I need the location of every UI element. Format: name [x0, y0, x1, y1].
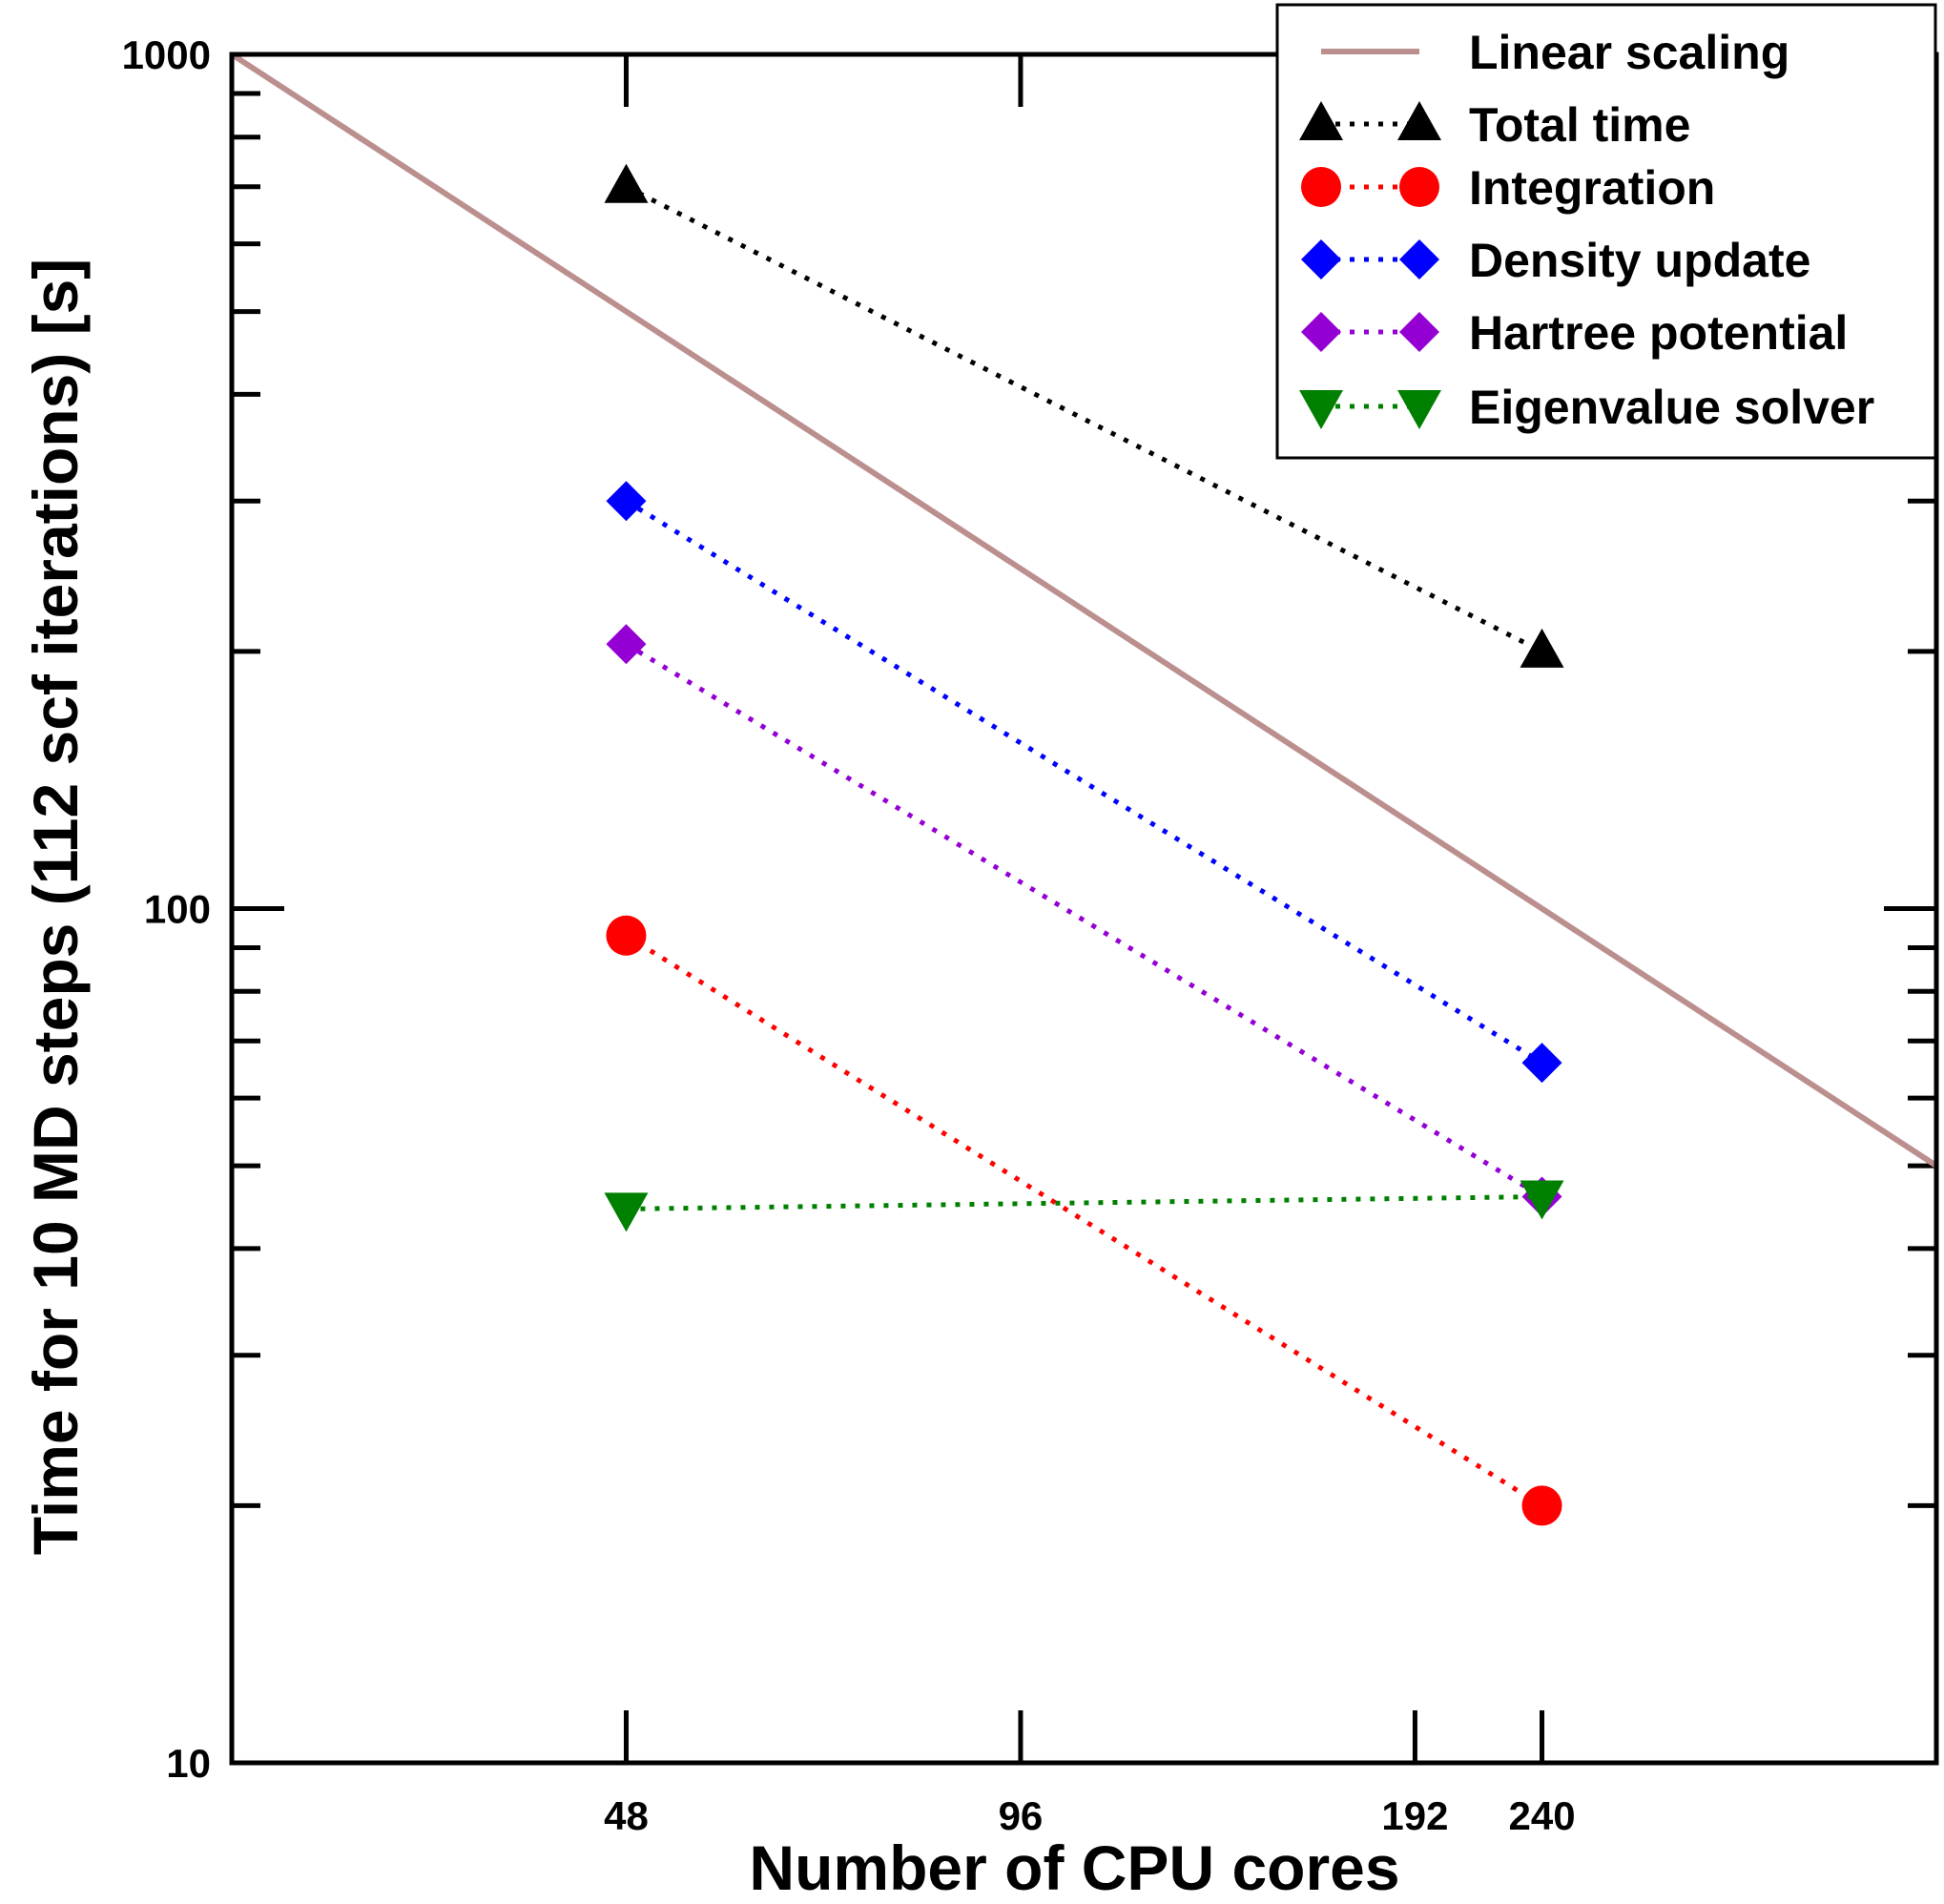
series-eigenvalue-solver [604, 1180, 1564, 1232]
series-line [625, 642, 1543, 1199]
x-tick-label: 48 [604, 1793, 649, 1838]
legend-item-eigenvalue-solver: Eigenvalue solver [1299, 381, 1874, 434]
series-total-time [604, 163, 1564, 668]
legend: Linear scaling Total time Integration Densi… [1275, 3, 1937, 460]
legend-marker [1399, 167, 1439, 207]
legend-marker [1301, 312, 1341, 352]
data-point [1521, 1485, 1562, 1526]
legend-label: Linear scaling [1469, 26, 1789, 79]
legend-marker [1397, 390, 1441, 429]
y-tick-label: 10 [166, 1741, 211, 1786]
y-axis-title: Time for 10 MD steps (112 scf iterations… [20, 259, 91, 1556]
legend-label: Total time [1469, 98, 1690, 152]
legend-marker [1301, 167, 1341, 207]
series-line [230, 52, 1938, 1169]
legend-item-density-update: Density update [1301, 234, 1810, 287]
data-point [604, 1192, 649, 1232]
data-point [606, 624, 647, 665]
legend-label: Density update [1469, 234, 1810, 287]
legend-label: Hartree potential [1469, 306, 1848, 360]
legend-box [1275, 3, 1937, 460]
x-tick-label: 96 [999, 1793, 1044, 1838]
x-tick-label: 240 [1508, 1793, 1575, 1838]
series-integration [606, 915, 1562, 1526]
legend-marker [1299, 101, 1343, 140]
legend-label: Integration [1469, 161, 1715, 215]
data-point [606, 481, 647, 522]
legend-item-linear-scaling: Linear scaling [1321, 26, 1789, 79]
data-point [606, 915, 647, 956]
legend-label: Eigenvalue solver [1469, 381, 1874, 434]
data-point [1520, 628, 1564, 668]
series-linear-scaling [230, 52, 1938, 1169]
legend-marker [1399, 312, 1439, 352]
tick-labels: 10 100 1000 48 96 192 240 [122, 32, 1576, 1838]
legend-marker [1397, 101, 1441, 140]
legend-item-total-time: Total time [1299, 98, 1690, 152]
legend-item-integration: Integration [1301, 161, 1715, 215]
x-tick-label: 192 [1381, 1793, 1448, 1838]
legend-marker [1399, 239, 1439, 279]
x-axis-title: Number of CPU cores [749, 1832, 1399, 1903]
legend-item-hartree-potential: Hartree potential [1301, 306, 1848, 360]
data-point [1520, 1180, 1564, 1220]
data-point [1521, 1043, 1562, 1084]
series-layer [230, 52, 1938, 1526]
y-tick-label: 100 [144, 887, 211, 932]
data-point [604, 163, 649, 203]
legend-marker [1299, 390, 1343, 429]
plot-frame [229, 52, 1939, 1766]
legend-marker [1301, 239, 1341, 279]
y-tick-label: 1000 [122, 32, 211, 77]
series-density-update [606, 481, 1562, 1084]
series-line [626, 1194, 1542, 1211]
